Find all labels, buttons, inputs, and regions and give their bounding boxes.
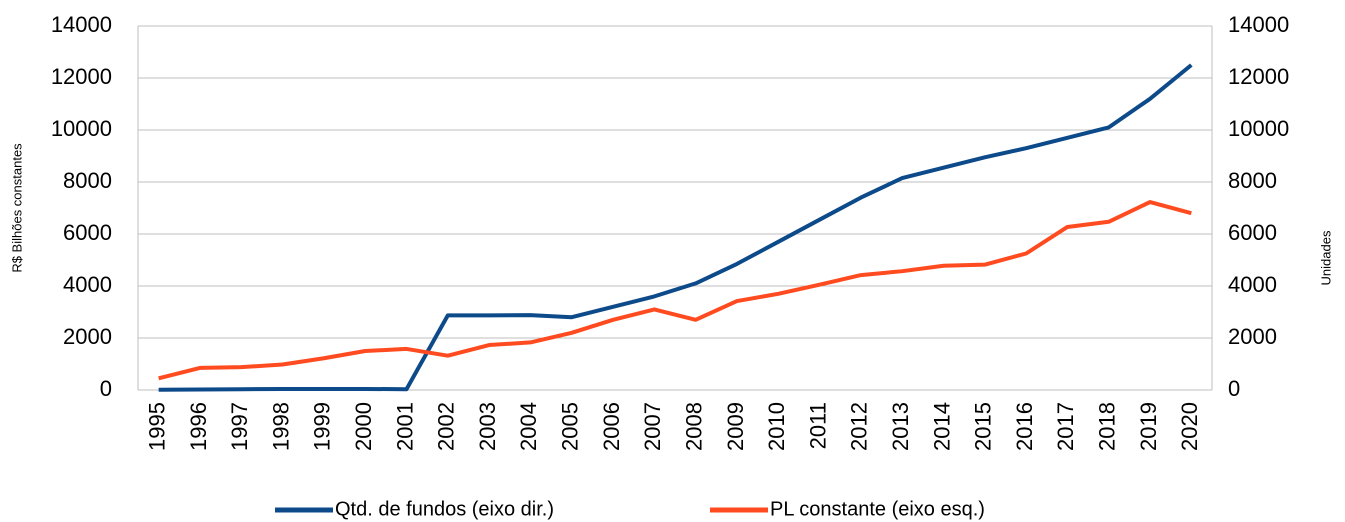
y2-tick-label: 6000 <box>1228 220 1277 245</box>
y-tick-label: 4000 <box>63 272 112 297</box>
line-series <box>158 63 1193 392</box>
line-series <box>158 200 1192 381</box>
y-tick-label: 8000 <box>63 168 112 193</box>
y2-tick-label: 2000 <box>1228 324 1277 349</box>
x-tick-label: 1997 <box>227 402 252 451</box>
x-tick-label: 1998 <box>268 402 293 451</box>
x-tick-label: 2017 <box>1053 402 1078 451</box>
x-tick-label: 2005 <box>558 402 583 451</box>
x-tick-label: 2000 <box>351 402 376 451</box>
x-tick-label: 2008 <box>681 402 706 451</box>
y-tick-label: 2000 <box>63 324 112 349</box>
x-tick-label: 2013 <box>888 402 913 451</box>
x-tick-label: 2011 <box>805 402 830 449</box>
y2-tick-label: 10000 <box>1228 116 1289 141</box>
x-tick-label: 2018 <box>1095 402 1120 451</box>
x-tick-label: 1995 <box>144 402 169 451</box>
y2-tick-label: 8000 <box>1228 168 1277 193</box>
y-axis-title: R$ Bilhões constantes <box>9 143 24 273</box>
x-tick-label: 2007 <box>640 402 665 451</box>
y-tick-label: 0 <box>100 376 112 401</box>
x-tick-label: 2015 <box>971 402 996 451</box>
y-tick-label: 6000 <box>63 220 112 245</box>
x-tick-label: 1996 <box>186 402 211 451</box>
x-tick-label: 2009 <box>723 402 748 451</box>
y2-tick-label: 0 <box>1228 376 1240 401</box>
x-tick-label: 2019 <box>1136 402 1161 451</box>
y2-tick-label: 12000 <box>1228 64 1289 89</box>
x-tick-label: 2020 <box>1177 402 1202 451</box>
x-tick-label: 2014 <box>929 402 954 451</box>
x-tick-label: 2006 <box>599 402 624 451</box>
y2-axis-title: Unidades <box>1318 230 1333 285</box>
x-tick-label: 2001 <box>392 402 417 451</box>
x-tick-label: 2004 <box>516 402 541 451</box>
y2-tick-label: 14000 <box>1228 12 1289 37</box>
x-tick-label: 2003 <box>475 402 500 451</box>
legend-label: Qtd. de fundos (eixo dir.) <box>335 498 554 520</box>
y-tick-label: 10000 <box>51 116 112 141</box>
x-tick-label: 1999 <box>310 402 335 451</box>
y2-tick-label: 4000 <box>1228 272 1277 297</box>
legend-label: PL constante (eixo esq.) <box>770 498 985 520</box>
y-tick-label: 12000 <box>51 64 112 89</box>
x-tick-label: 2016 <box>1012 402 1037 451</box>
x-tick-label: 2012 <box>847 402 872 451</box>
y-tick-label: 14000 <box>51 12 112 37</box>
x-tick-label: 2010 <box>764 402 789 451</box>
x-tick-label: 2002 <box>434 402 459 451</box>
